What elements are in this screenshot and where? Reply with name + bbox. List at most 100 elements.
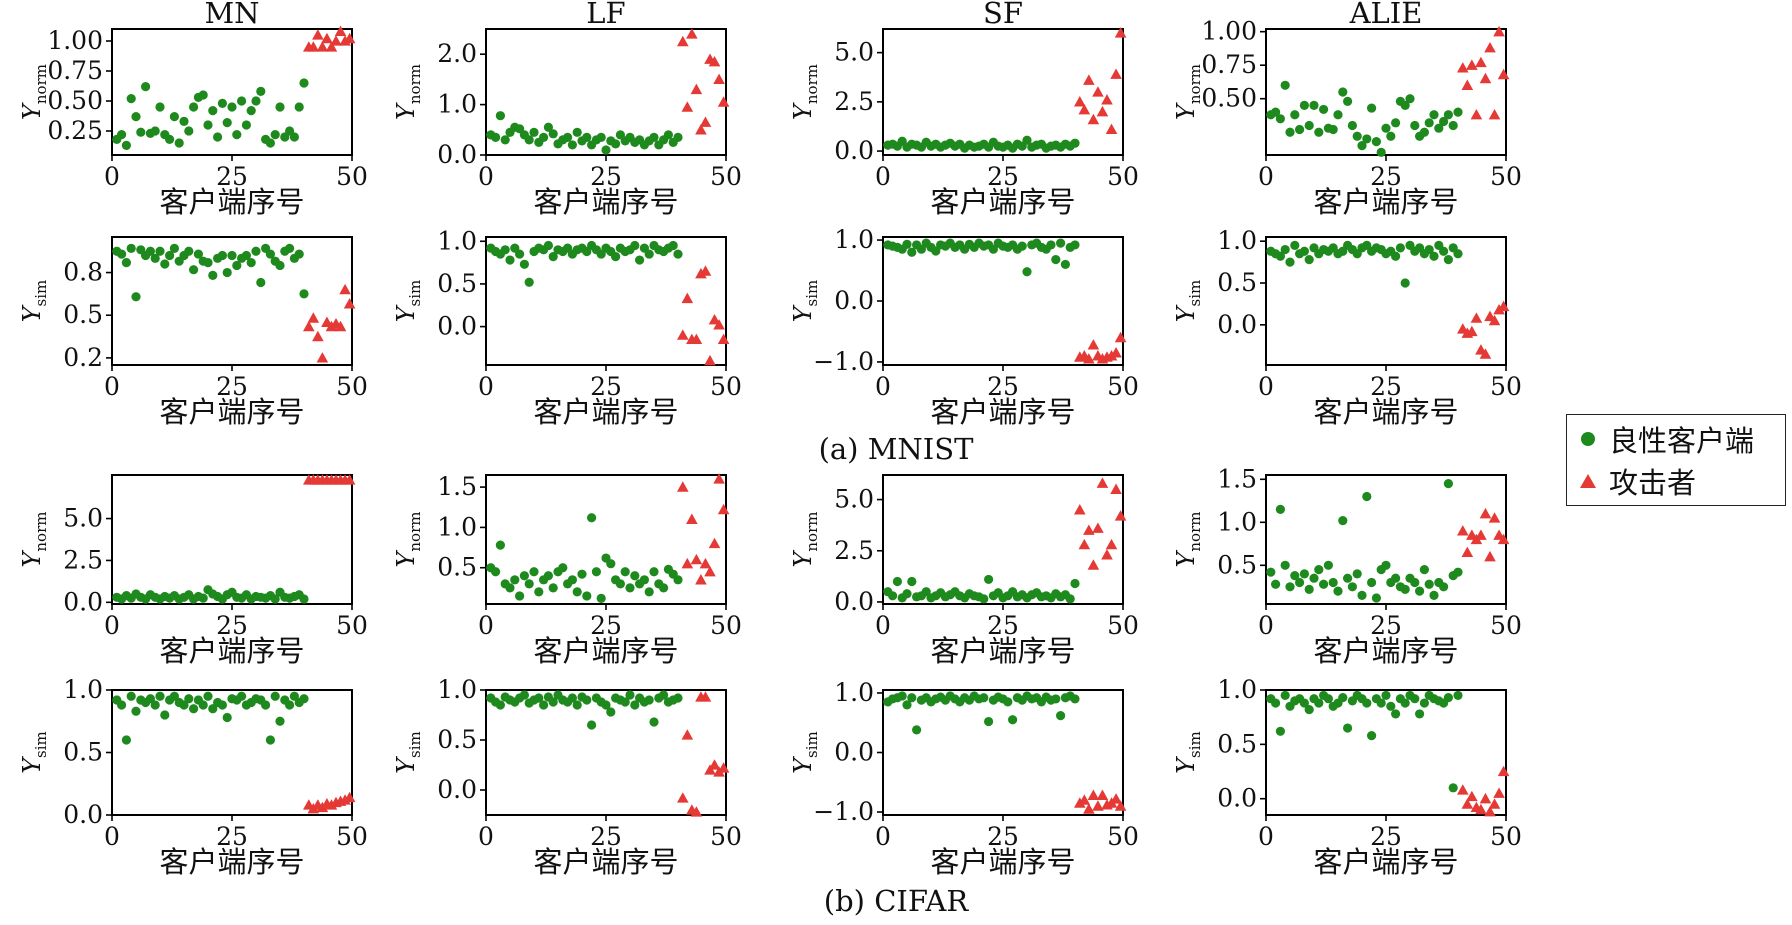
benign-point: [227, 250, 237, 261]
attacker-point: [717, 333, 730, 345]
attacker-point: [1488, 798, 1501, 809]
y-axis-label: Ysim: [1172, 731, 1204, 774]
benign-point: [1309, 573, 1319, 583]
benign-point: [160, 710, 170, 720]
x-tick-label: 0: [478, 372, 494, 401]
benign-point: [1400, 698, 1410, 708]
benign-point: [505, 255, 515, 265]
benign-point: [256, 277, 266, 288]
benign-point: [606, 707, 616, 717]
y-tick-label: 2.5: [834, 87, 874, 116]
y-tick-label: 0.75: [1201, 50, 1257, 79]
y-axis-label: Ynorm: [1172, 512, 1204, 568]
benign-point: [1022, 267, 1032, 277]
y-tick-label: 2.5: [834, 536, 874, 565]
attacker-point: [677, 329, 689, 340]
benign-point: [529, 567, 539, 577]
benign-point: [673, 249, 683, 259]
y-axis-label: Ysim: [392, 280, 424, 323]
benign-point: [1429, 110, 1439, 120]
attacker-point: [343, 474, 356, 485]
benign-point: [567, 693, 578, 703]
benign-point: [491, 567, 501, 577]
benign-point: [285, 700, 295, 710]
benign-point: [515, 591, 525, 601]
benign-point: [121, 735, 131, 745]
x-tick-label: 0: [104, 162, 120, 191]
benign-point: [285, 243, 295, 253]
benign-point: [558, 563, 568, 573]
benign-point: [572, 587, 582, 597]
benign-point: [1290, 571, 1300, 581]
y-tick-label: 0.5: [1217, 268, 1257, 297]
benign-point: [505, 583, 515, 593]
benign-point: [587, 513, 597, 523]
benign-point: [1275, 504, 1285, 514]
benign-point: [141, 82, 151, 92]
chart-mnist-lf-sim: 0 25 50 0.0 0.5 1.0 客户端序号 Ysim: [392, 226, 742, 429]
benign-point: [902, 589, 912, 599]
y-tick-label: 2.0: [437, 39, 477, 68]
attacker-point: [1114, 331, 1127, 343]
benign-point: [251, 96, 261, 106]
attacker-point: [1466, 59, 1478, 70]
benign-point: [232, 260, 242, 271]
attacker-point: [1488, 108, 1501, 120]
benign-point: [582, 695, 592, 705]
chart-cifar-lf-norm: 0 25 50 0.5 1.0 1.5 客户端序号 Ynorm: [392, 472, 742, 668]
legend-item-benign: 良性客户端: [1577, 419, 1754, 459]
attacker-point: [1479, 507, 1492, 519]
benign-point: [1434, 123, 1444, 133]
benign-point: [1419, 698, 1429, 708]
y-tick-label: 1.0: [834, 678, 874, 707]
x-axis-label: 客户端序号: [930, 634, 1075, 668]
chart-cifar-mn-sim: 0 25 50 0.0 0.5 1.0 客户端序号 Ysim: [18, 675, 368, 879]
benign-point: [184, 246, 194, 256]
benign-point: [548, 697, 558, 707]
y-tick-label: 1.0: [63, 675, 103, 704]
benign-point: [534, 693, 544, 703]
attacker-point: [686, 28, 698, 39]
benign-point: [1443, 479, 1453, 489]
benign-point: [510, 575, 520, 585]
benign-point: [1290, 240, 1300, 250]
attacker-point: [1092, 86, 1104, 97]
benign-point: [596, 593, 606, 603]
benign-point: [615, 579, 626, 589]
benign-point: [1453, 567, 1463, 577]
attacker-point: [1096, 789, 1109, 800]
benign-point: [611, 252, 621, 262]
benign-point: [601, 700, 611, 710]
chart-title: LF: [586, 0, 625, 30]
attacker-point: [708, 313, 721, 325]
attacker-point: [1074, 96, 1086, 107]
axes-frame: [1265, 28, 1507, 156]
benign-point: [1333, 586, 1343, 596]
benign-point: [1314, 565, 1324, 575]
y-axis-label: Ynorm: [18, 512, 50, 568]
attacker-point: [717, 96, 730, 107]
benign-point: [270, 691, 280, 701]
benign-point: [265, 249, 275, 259]
x-tick-label: 25: [987, 611, 1019, 640]
benign-point: [189, 102, 199, 112]
benign-point: [136, 127, 146, 137]
y-tick-label: 1.00: [1201, 17, 1257, 46]
benign-point: [1439, 116, 1449, 127]
benign-point: [299, 78, 309, 88]
benign-point: [539, 132, 549, 142]
y-tick-label: 1.5: [1217, 464, 1257, 493]
benign-point: [1410, 577, 1420, 588]
x-axis-label: 客户端序号: [533, 634, 678, 668]
benign-point: [591, 567, 602, 577]
benign-point: [1295, 577, 1305, 588]
benign-point: [270, 130, 280, 140]
attacker-point: [1096, 477, 1109, 488]
attacker-point: [334, 320, 347, 332]
attacker-point: [1479, 792, 1492, 804]
benign-point: [1386, 701, 1396, 711]
benign-point: [160, 259, 170, 269]
benign-point: [524, 135, 534, 145]
benign-point: [1400, 100, 1410, 111]
benign-point: [1376, 698, 1386, 708]
